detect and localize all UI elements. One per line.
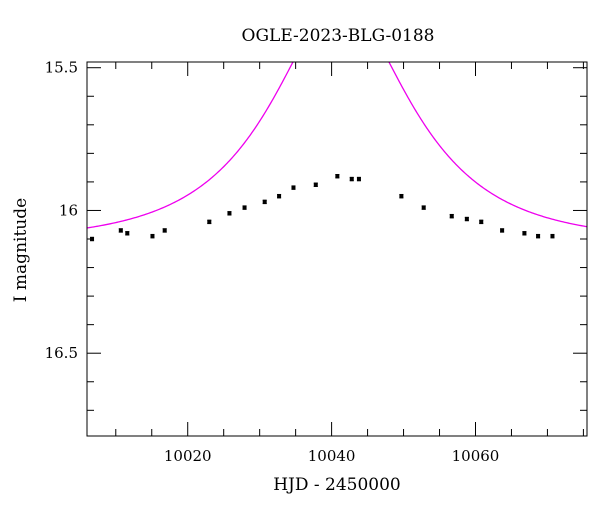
data-point [162, 228, 167, 233]
x-tick-label: 10020 [164, 447, 212, 465]
y-tick-label: 15.5 [45, 59, 78, 77]
data-point [227, 211, 232, 216]
point-marker [242, 205, 247, 210]
data-point [207, 219, 212, 225]
point-marker [536, 234, 541, 239]
point-marker [522, 231, 527, 236]
data-point [262, 199, 267, 205]
point-marker [550, 234, 555, 239]
x-tick-label: 10060 [452, 447, 500, 465]
model-curve [87, 62, 587, 229]
data-point [242, 205, 247, 210]
x-tick-label: 10040 [308, 447, 356, 465]
point-marker [277, 194, 282, 199]
data-point [399, 193, 404, 199]
data-point [313, 182, 318, 187]
point-marker [150, 234, 155, 239]
point-marker [118, 228, 123, 233]
data-point [464, 216, 469, 222]
point-marker [262, 199, 267, 204]
data-point [291, 185, 296, 190]
data-point [335, 173, 340, 179]
data-point [277, 193, 282, 199]
data-point [500, 228, 505, 233]
point-marker [479, 219, 484, 224]
point-marker [207, 219, 212, 224]
point-marker [421, 205, 426, 210]
data-point [118, 228, 123, 233]
point-marker [162, 228, 167, 233]
data-point [449, 213, 454, 219]
data-point [150, 233, 155, 239]
point-marker [464, 217, 469, 222]
x-axis-label: HJD - 2450000 [273, 475, 401, 495]
chart-title: OGLE-2023-BLG-0188 [242, 26, 435, 46]
data-point [550, 233, 555, 239]
point-marker [449, 214, 454, 219]
data-point [421, 205, 426, 210]
point-marker [356, 177, 361, 182]
point-marker [335, 174, 340, 179]
y-tick-label: 16 [59, 201, 78, 219]
point-marker [125, 231, 130, 236]
data-point [349, 176, 354, 182]
data-point [536, 233, 541, 239]
point-marker [227, 211, 232, 216]
plot-frame [86, 61, 588, 437]
point-marker [291, 185, 296, 190]
data-point [125, 231, 130, 236]
point-marker [500, 228, 505, 233]
y-tick-label: 16.5 [45, 344, 78, 362]
data-point [522, 231, 527, 236]
point-marker [399, 194, 404, 199]
point-marker [313, 182, 318, 187]
point-marker [349, 177, 354, 182]
data-point [479, 219, 484, 225]
data-point [356, 176, 361, 182]
y-axis-label: I magnitude [11, 198, 31, 302]
